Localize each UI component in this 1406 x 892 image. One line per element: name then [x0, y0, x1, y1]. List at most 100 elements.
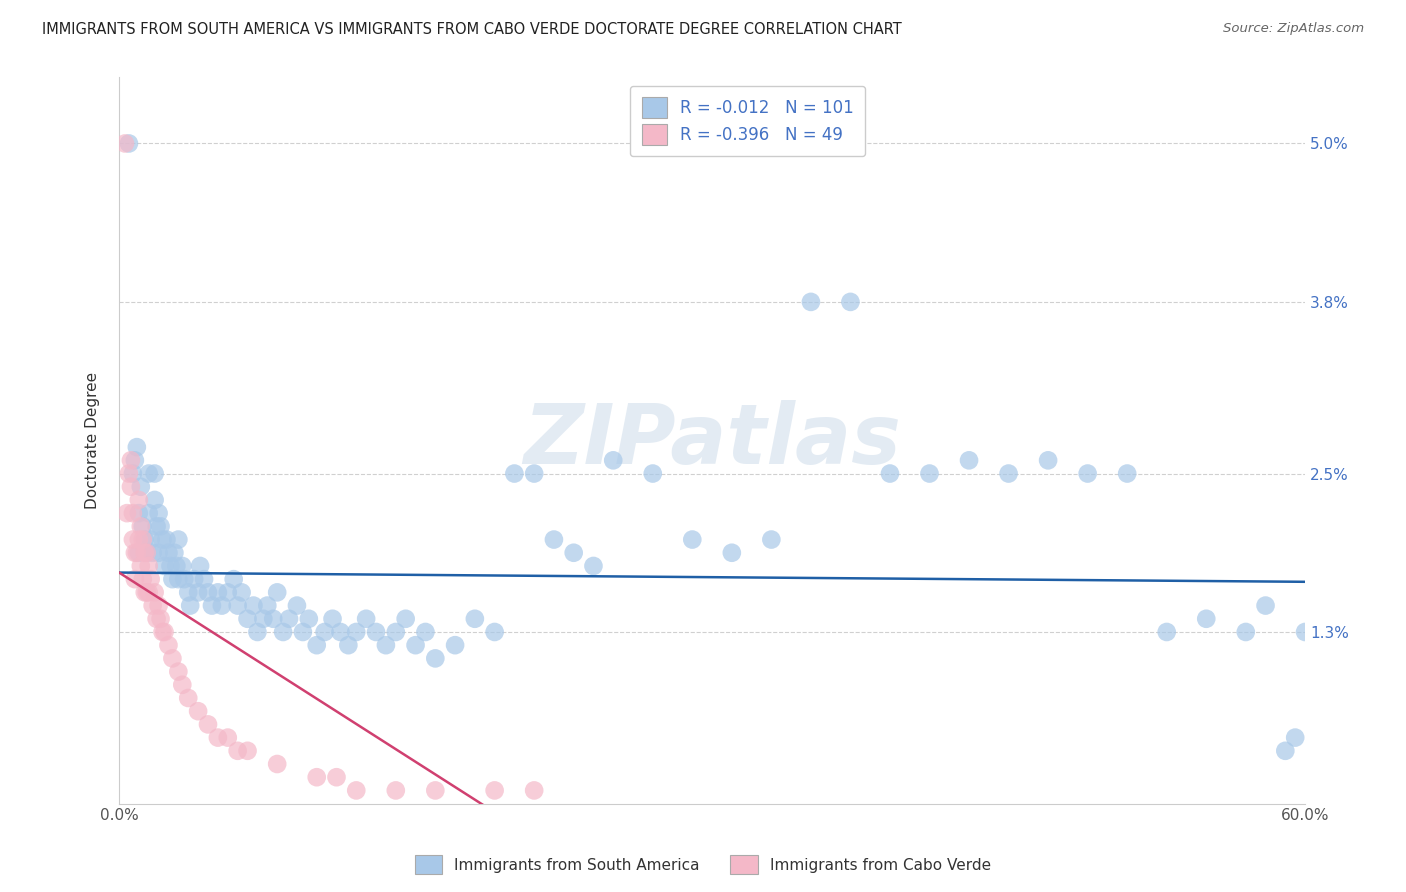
Point — [1156, 624, 1178, 639]
Text: ZIPatlas: ZIPatlas — [523, 400, 901, 481]
Point — [337, 638, 360, 652]
Point — [271, 624, 294, 639]
Point — [681, 533, 703, 547]
Point — [344, 783, 367, 797]
Point — [305, 770, 328, 784]
Point — [124, 453, 146, 467]
Point — [329, 624, 352, 639]
Point — [1284, 731, 1306, 745]
Point — [298, 612, 321, 626]
Point — [236, 744, 259, 758]
Point — [138, 558, 160, 573]
Point — [157, 546, 180, 560]
Point — [173, 572, 195, 586]
Point — [172, 558, 194, 573]
Point — [1294, 624, 1316, 639]
Point — [114, 136, 136, 151]
Point — [177, 585, 200, 599]
Point — [149, 612, 172, 626]
Point — [364, 624, 387, 639]
Point — [122, 467, 145, 481]
Point — [197, 717, 219, 731]
Point — [138, 585, 160, 599]
Point — [226, 744, 249, 758]
Point — [152, 533, 174, 547]
Point — [997, 467, 1019, 481]
Point — [118, 467, 141, 481]
Point — [193, 572, 215, 586]
Point — [188, 558, 211, 573]
Point — [278, 612, 301, 626]
Point — [1036, 453, 1059, 467]
Point — [236, 612, 259, 626]
Point — [152, 624, 174, 639]
Point — [149, 519, 172, 533]
Point — [139, 533, 162, 547]
Point — [256, 599, 278, 613]
Point — [231, 585, 253, 599]
Point — [385, 624, 408, 639]
Point — [148, 506, 170, 520]
Point — [148, 546, 170, 560]
Point — [1195, 612, 1218, 626]
Point — [167, 572, 190, 586]
Text: IMMIGRANTS FROM SOUTH AMERICA VS IMMIGRANTS FROM CABO VERDE DOCTORATE DEGREE COR: IMMIGRANTS FROM SOUTH AMERICA VS IMMIGRA… — [42, 22, 901, 37]
Point — [132, 533, 155, 547]
Point — [122, 533, 145, 547]
Point — [602, 453, 624, 467]
Point — [839, 294, 862, 309]
Point — [266, 757, 288, 772]
Point — [266, 585, 288, 599]
Point — [138, 467, 160, 481]
Point — [395, 612, 418, 626]
Point — [162, 572, 184, 586]
Point — [1234, 624, 1257, 639]
Point — [134, 533, 156, 547]
Point — [153, 624, 176, 639]
Legend: R = -0.012   N = 101, R = -0.396   N = 49: R = -0.012 N = 101, R = -0.396 N = 49 — [630, 86, 865, 156]
Point — [120, 453, 142, 467]
Point — [285, 599, 308, 613]
Point — [314, 624, 336, 639]
Point — [172, 678, 194, 692]
Point — [444, 638, 467, 652]
Point — [217, 731, 239, 745]
Point — [1254, 599, 1277, 613]
Legend: Immigrants from South America, Immigrants from Cabo Verde: Immigrants from South America, Immigrant… — [409, 849, 997, 880]
Point — [145, 519, 167, 533]
Point — [115, 506, 138, 520]
Point — [145, 612, 167, 626]
Point — [344, 624, 367, 639]
Point — [128, 506, 150, 520]
Point — [464, 612, 486, 626]
Point — [125, 440, 148, 454]
Point — [143, 585, 166, 599]
Point — [124, 572, 146, 586]
Point — [484, 783, 506, 797]
Point — [128, 546, 150, 560]
Point — [262, 612, 284, 626]
Point — [132, 519, 155, 533]
Point — [124, 546, 146, 560]
Point — [142, 546, 165, 560]
Point — [135, 585, 157, 599]
Point — [128, 533, 150, 547]
Point — [800, 294, 823, 309]
Point — [162, 651, 184, 665]
Point — [129, 558, 152, 573]
Point — [543, 533, 565, 547]
Point — [291, 624, 314, 639]
Point — [425, 651, 447, 665]
Point — [134, 585, 156, 599]
Point — [201, 599, 224, 613]
Point — [354, 612, 377, 626]
Point — [562, 546, 585, 560]
Point — [122, 506, 145, 520]
Point — [761, 533, 783, 547]
Point — [385, 783, 408, 797]
Point — [120, 480, 142, 494]
Point — [167, 533, 190, 547]
Point — [179, 599, 201, 613]
Point — [1116, 467, 1139, 481]
Point — [163, 546, 186, 560]
